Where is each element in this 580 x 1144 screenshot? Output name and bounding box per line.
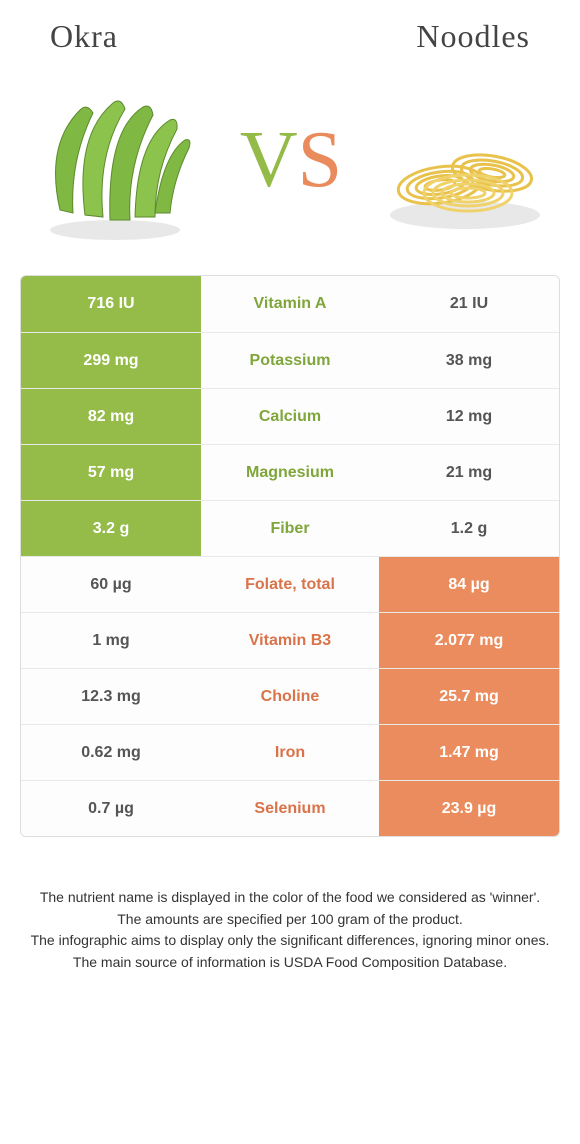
title-row: Okra Noodles <box>0 0 580 65</box>
left-food-title: Okra <box>50 18 118 55</box>
footer-notes: The nutrient name is displayed in the co… <box>0 837 580 974</box>
comparison-table: 716 IUVitamin A21 IU299 mgPotassium38 mg… <box>20 275 560 837</box>
nutrient-label: Vitamin A <box>201 276 379 332</box>
table-row: 12.3 mgCholine25.7 mg <box>21 668 559 724</box>
table-row: 82 mgCalcium12 mg <box>21 388 559 444</box>
footer-line: The infographic aims to display only the… <box>18 930 562 952</box>
footer-line: The nutrient name is displayed in the co… <box>18 887 562 909</box>
left-value: 57 mg <box>21 444 201 500</box>
left-value: 299 mg <box>21 332 201 388</box>
nutrient-label: Potassium <box>201 332 379 388</box>
right-value: 1.2 g <box>379 500 559 556</box>
right-value: 1.47 mg <box>379 724 559 780</box>
right-value: 38 mg <box>379 332 559 388</box>
nutrient-label: Fiber <box>201 500 379 556</box>
nutrient-label: Iron <box>201 724 379 780</box>
table-row: 0.7 µgSelenium23.9 µg <box>21 780 559 836</box>
table-row: 716 IUVitamin A21 IU <box>21 276 559 332</box>
table-row: 299 mgPotassium38 mg <box>21 332 559 388</box>
nutrient-label: Magnesium <box>201 444 379 500</box>
vs-label: VS <box>240 115 340 206</box>
vs-row: VS <box>0 65 580 275</box>
vs-v: V <box>240 115 296 206</box>
left-value: 3.2 g <box>21 500 201 556</box>
right-value: 25.7 mg <box>379 668 559 724</box>
table-row: 60 µgFolate, total84 µg <box>21 556 559 612</box>
infographic-root: Okra Noodles VS <box>0 0 580 974</box>
footer-line: The main source of information is USDA F… <box>18 952 562 974</box>
left-value: 82 mg <box>21 388 201 444</box>
noodles-image <box>380 75 550 245</box>
right-value: 12 mg <box>379 388 559 444</box>
left-value: 60 µg <box>21 556 201 612</box>
left-value: 12.3 mg <box>21 668 201 724</box>
table-row: 1 mgVitamin B32.077 mg <box>21 612 559 668</box>
right-food-title: Noodles <box>416 18 530 55</box>
table-row: 57 mgMagnesium21 mg <box>21 444 559 500</box>
right-value: 23.9 µg <box>379 780 559 836</box>
nutrient-label: Choline <box>201 668 379 724</box>
right-value: 84 µg <box>379 556 559 612</box>
nutrient-label: Selenium <box>201 780 379 836</box>
footer-line: The amounts are specified per 100 gram o… <box>18 909 562 931</box>
nutrient-label: Folate, total <box>201 556 379 612</box>
right-value: 21 IU <box>379 276 559 332</box>
vs-s: S <box>298 115 341 206</box>
nutrient-label: Vitamin B3 <box>201 612 379 668</box>
left-value: 716 IU <box>21 276 201 332</box>
table-row: 0.62 mgIron1.47 mg <box>21 724 559 780</box>
left-value: 1 mg <box>21 612 201 668</box>
okra-image <box>30 75 200 245</box>
left-value: 0.7 µg <box>21 780 201 836</box>
nutrient-label: Calcium <box>201 388 379 444</box>
right-value: 2.077 mg <box>379 612 559 668</box>
table-row: 3.2 gFiber1.2 g <box>21 500 559 556</box>
left-value: 0.62 mg <box>21 724 201 780</box>
right-value: 21 mg <box>379 444 559 500</box>
